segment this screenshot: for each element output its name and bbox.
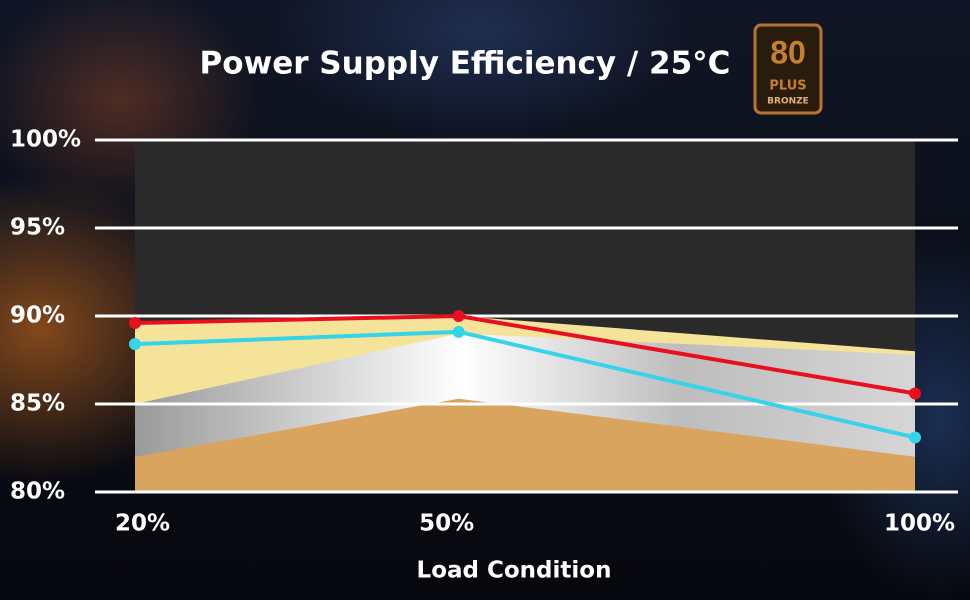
efficiency-band: [135, 398, 915, 492]
badge-frame: [753, 23, 823, 115]
y-tick-label: 85%: [10, 391, 65, 417]
data-point: [129, 317, 141, 330]
data-point: [129, 338, 141, 351]
badge-level: BRONZE: [767, 97, 809, 107]
data-point: [452, 310, 465, 322]
data-point: [909, 431, 921, 444]
badge-number: 80: [770, 34, 806, 70]
y-tick-label: 80%: [10, 479, 65, 505]
badge-plus: PLUS: [769, 79, 806, 94]
y-tick-label: 95%: [10, 215, 65, 241]
y-tick-label: 90%: [10, 303, 65, 329]
x-tick-label: 100%: [884, 511, 955, 537]
x-tick-label: 20%: [115, 511, 170, 537]
data-point: [452, 325, 465, 338]
chart-title: Power Supply Efficiency / 25°C: [200, 46, 731, 82]
y-tick-label: 100%: [10, 127, 81, 153]
badge: 80 PLUS BRONZE: [753, 23, 823, 115]
x-tick-label: 50%: [419, 511, 474, 537]
x-axis-title: Load Condition: [417, 558, 612, 584]
data-point: [909, 387, 921, 400]
